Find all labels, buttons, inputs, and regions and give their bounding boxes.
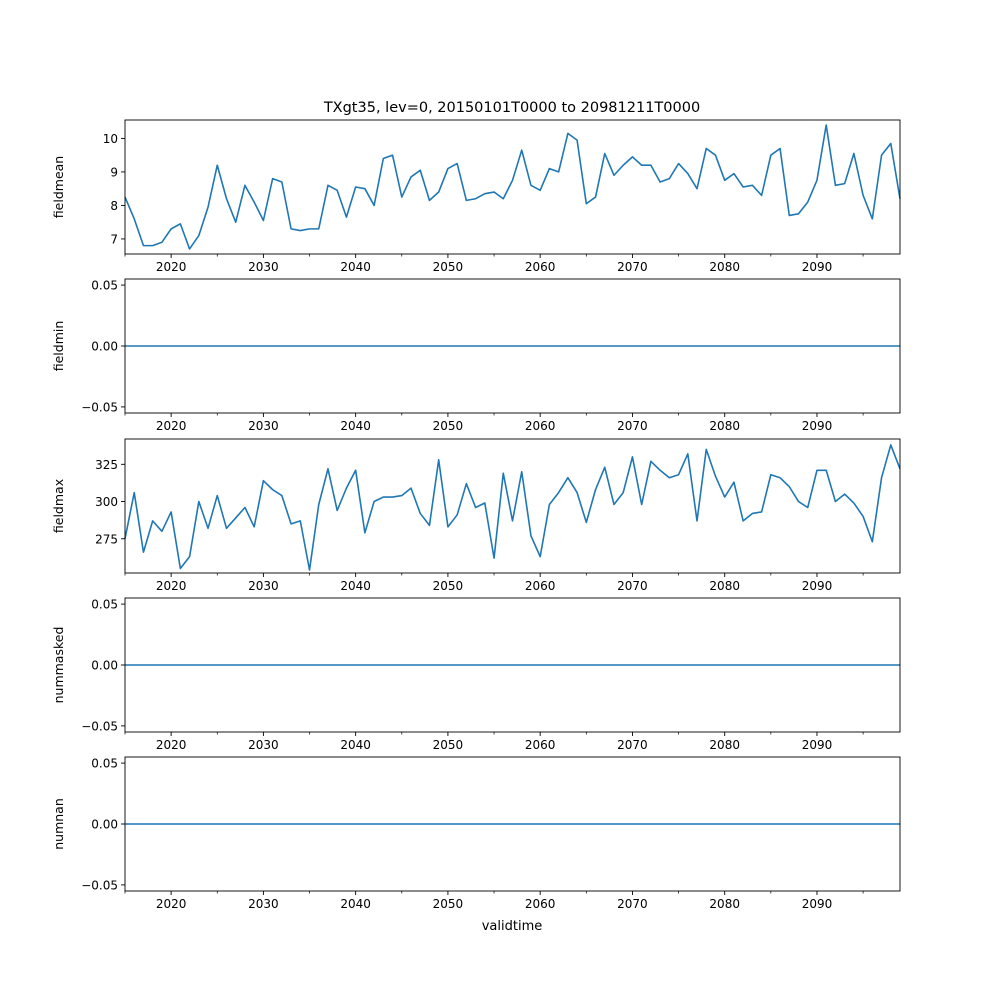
nummasked-x-tick-label: 2040: [340, 738, 371, 752]
fieldmean-y-tick-label: 10: [103, 132, 118, 146]
nummasked-x-tick-label: 2070: [617, 738, 648, 752]
nummasked-x-tick-label: 2080: [709, 738, 740, 752]
nummasked-x-tick-label: 2060: [525, 738, 556, 752]
numnan-x-tick-label: 2020: [156, 897, 187, 911]
numnan-y-tick-label: −0.05: [81, 878, 118, 892]
fieldmean-y-tick-label: 8: [110, 199, 118, 213]
fieldmax-x-tick-label: 2080: [709, 579, 740, 593]
panel-fieldmean: 2020 2030 2040 2050 2060 2070 2080 2090 7 8 9 10 fie…: [51, 119, 901, 274]
fieldmean-axes-frame: [124, 119, 901, 255]
nummasked-y-tick-label: −0.05: [81, 719, 118, 733]
fieldmax-y-tick-label: 275: [95, 532, 118, 546]
fieldmax-x-tick-label: 2060: [525, 579, 556, 593]
nummasked-y-tick-label: 0.00: [91, 659, 118, 673]
numnan-x-tick-label: 2090: [802, 897, 833, 911]
fieldmean-y-tick-label: 7: [110, 232, 118, 246]
fieldmax-axes-frame: [124, 438, 901, 574]
fieldmean-x-tick-label: 2080: [709, 260, 740, 274]
fieldmin-x-tick-label: 2020: [156, 419, 187, 433]
panel-fieldmax: 2020 2030 2040 2050 2060 2070 2080 2090 275 300 32…: [51, 438, 901, 593]
fieldmean-x-tick-label: 2040: [340, 260, 371, 274]
fieldmean-x-tick-label: 2060: [525, 260, 556, 274]
fieldmax-x-tick-label: 2070: [617, 579, 648, 593]
fieldmin-x-tick-label: 2070: [617, 419, 648, 433]
fieldmin-x-tick-label: 2080: [709, 419, 740, 433]
fieldmean-x-tick-label: 2050: [433, 260, 464, 274]
nummasked-y-tick-label: 0.05: [91, 598, 118, 612]
fieldmin-x-tick-label: 2030: [248, 419, 279, 433]
numnan-x-tick-label: 2030: [248, 897, 279, 911]
fieldmax-x-tick-label: 2020: [156, 579, 187, 593]
fieldmean-x-tick-label: 2020: [156, 260, 187, 274]
fieldmean-y-axis-label: fieldmean: [51, 156, 66, 218]
fieldmean-series-line: [124, 124, 901, 250]
panel-numnan: 2020 2030 2040 2050 2060 2070 2080 2090 −0.05 0.0…: [51, 756, 901, 911]
nummasked-x-tick-label: 2050: [433, 738, 464, 752]
fieldmax-y-axis-label: fieldmax: [51, 479, 66, 533]
nummasked-x-tick-label: 2090: [802, 738, 833, 752]
fieldmean-x-tick-label: 2090: [802, 260, 833, 274]
panel-fieldmin: 2020 2030 2040 2050 2060 2070 2080 2090 −0.05 0.0…: [51, 278, 901, 433]
numnan-x-tick-label: 2070: [617, 897, 648, 911]
x-axis-label: validtime: [482, 919, 543, 934]
numnan-y-tick-label: 0.05: [91, 757, 118, 771]
numnan-y-axis-label: numnan: [51, 798, 66, 850]
numnan-x-tick-label: 2060: [525, 897, 556, 911]
fieldmin-x-tick-label: 2050: [433, 419, 464, 433]
fieldmax-x-tick-label: 2030: [248, 579, 279, 593]
fieldmean-x-tick-label: 2030: [248, 260, 279, 274]
nummasked-x-tick-label: 2020: [156, 738, 187, 752]
numnan-x-tick-label: 2040: [340, 897, 371, 911]
fieldmax-x-tick-label: 2040: [340, 579, 371, 593]
fieldmax-series-line: [124, 444, 901, 571]
fieldmean-y-tick-label: 9: [110, 165, 118, 179]
fieldmean-x-tick-label: 2070: [617, 260, 648, 274]
panel-nummasked: 2020 2030 2040 2050 2060 2070 2080 2090 −0.05 0.0…: [51, 597, 901, 752]
numnan-x-tick-label: 2080: [709, 897, 740, 911]
chart-title: TXgt35, lev=0, 20150101T0000 to 20981211…: [323, 100, 700, 116]
fieldmin-y-tick-label: 0.00: [91, 340, 118, 354]
fieldmin-x-tick-label: 2040: [340, 419, 371, 433]
fieldmax-x-tick-label: 2090: [802, 579, 833, 593]
fieldmin-x-tick-label: 2060: [525, 419, 556, 433]
fieldmin-y-tick-label: 0.05: [91, 279, 118, 293]
fieldmin-x-tick-label: 2090: [802, 419, 833, 433]
panels: 2020 2030 2040 2050 2060 2070 2080 2090 7 8 9 10 fie…: [51, 119, 901, 911]
numnan-y-tick-label: 0.00: [91, 818, 118, 832]
nummasked-x-tick-label: 2030: [248, 738, 279, 752]
fieldmin-y-tick-label: −0.05: [81, 400, 118, 414]
fieldmax-x-tick-label: 2050: [433, 579, 464, 593]
nummasked-y-axis-label: nummasked: [51, 627, 66, 704]
fieldmax-y-tick-label: 325: [95, 458, 118, 472]
numnan-x-tick-label: 2050: [433, 897, 464, 911]
fieldmin-y-axis-label: fieldmin: [51, 321, 66, 372]
fieldmax-y-tick-label: 300: [95, 495, 118, 509]
